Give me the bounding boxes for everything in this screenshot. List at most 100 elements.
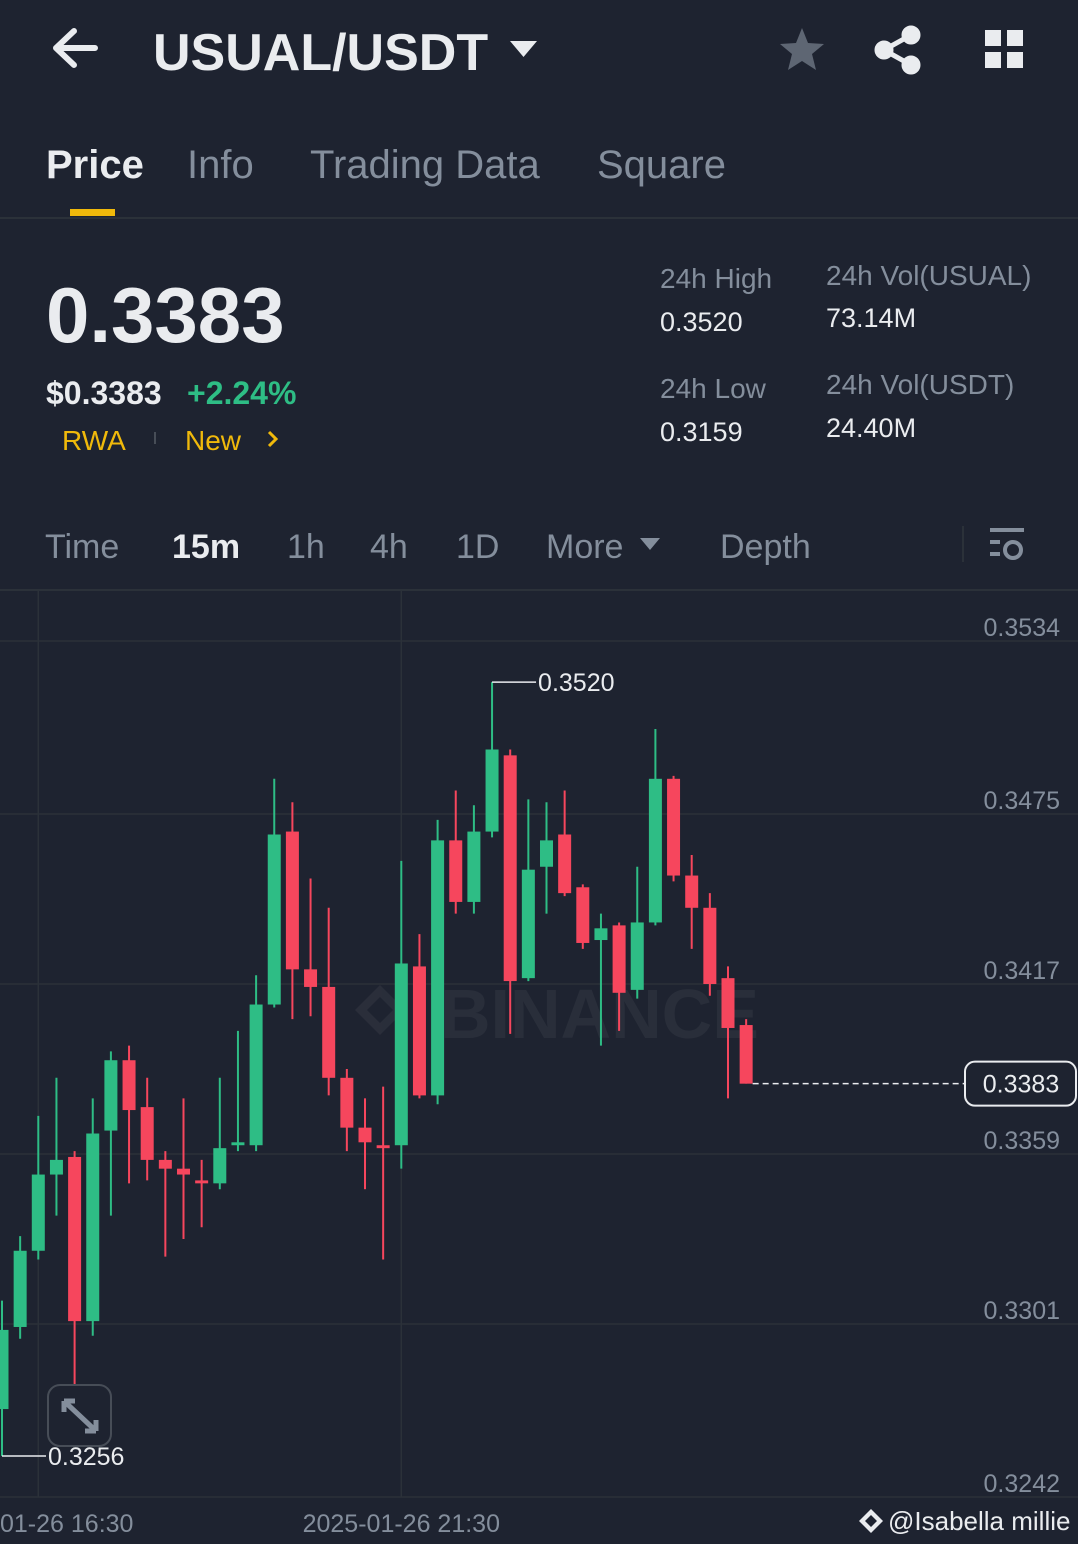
price-change: +2.24% [187,375,296,411]
watermark-text: BINANCE [440,975,759,1053]
candle-body [540,840,553,867]
last-price-box [964,1060,1077,1107]
interval[interactable]: 1h [287,528,325,566]
extreme-marker-label: 0.3256 [48,1443,124,1471]
interval[interactable]: 15m [172,528,240,566]
candle-body [304,969,318,987]
y-tick-label: 0.3417 [984,957,1060,985]
candle-body [49,1159,63,1175]
candle-body [231,1142,245,1146]
share-icon[interactable] [874,25,921,75]
price-usd: $0.3383 [46,375,162,411]
chart-settings-icon[interactable] [990,528,1024,560]
pair-title[interactable]: USUAL/USDT [153,24,488,82]
candle-body [68,1156,82,1322]
stat-label: 24h Vol(USDT) [826,369,1014,400]
chart: BINANCE 0.3520 0.3256 0.3383 [0,591,1078,1498]
interval[interactable]: 4h [370,528,408,566]
tab[interactable]: Trading Data [310,143,541,187]
tab[interactable]: Square [597,143,726,187]
tag-chevron [267,430,279,448]
interval[interactable]: 1D [456,528,499,566]
candle-body [467,831,481,902]
candle-body [648,778,662,923]
stat-value: 0.3159 [660,417,743,447]
stat-label: 24h Vol(USUAL) [826,260,1031,291]
tab[interactable]: Info [187,143,254,187]
y-tick-label: 0.3475 [984,787,1060,815]
candle-body [449,840,463,902]
tag[interactable]: RWA [62,425,126,456]
candle-body [667,778,681,876]
candle-body [612,925,626,993]
favorite-icon[interactable] [780,28,824,70]
candle-body [685,875,699,908]
tab[interactable]: Price [46,143,144,187]
interval[interactable]: More [546,528,623,566]
tag[interactable]: New [185,425,242,456]
y-tick-label: 0.3301 [984,1297,1060,1325]
expand-button[interactable] [47,1384,112,1447]
candle-body [267,834,281,1005]
candle-body [86,1133,100,1322]
candle-body [358,1127,372,1143]
stat-label: 24h High [660,263,772,294]
layout-icon[interactable] [985,30,1023,68]
interval[interactable]: Depth [720,528,811,566]
candle-body [394,963,408,1146]
candle-body [340,1077,354,1128]
candle-body [322,986,336,1078]
stat-value: 24.40M [826,413,916,443]
candle-body [195,1180,209,1184]
candle-body [521,869,535,979]
candle-body [158,1159,172,1169]
watermark: BINANCE [355,975,759,1053]
stat-value: 0.3520 [660,307,743,337]
divider [0,589,1078,591]
extreme-marker-label: 0.3520 [538,669,614,697]
pair-dropdown[interactable] [510,41,537,57]
x-tick-label: 2025-01-26 21:30 [303,1510,500,1538]
candle-body [376,1145,390,1149]
candle-body [594,928,608,941]
candle-body [31,1174,45,1251]
candle-body [630,922,644,990]
candle-body [0,1329,9,1410]
candle-body [576,887,590,943]
interval[interactable]: Time [45,528,119,566]
candle-body [739,1025,753,1084]
stat-value: 73.14M [826,303,916,333]
candle-body [558,834,572,894]
candle-body [431,840,445,1096]
credit-text: @Isabella millie [888,1506,1070,1536]
y-tick-label: 0.3242 [984,1470,1060,1498]
candle-body [703,907,717,985]
candle-body [213,1148,227,1184]
candle-body [721,978,735,1028]
stat-label: 24h Low [660,373,767,404]
tag-separator [154,432,156,444]
candle-body [285,831,299,970]
tab-indicator [70,209,115,216]
x-tick-label: 01-26 16:30 [0,1510,133,1538]
candle-body [412,966,426,1096]
candle-body [140,1107,154,1160]
divider [962,526,964,562]
candle-body [13,1250,27,1327]
credit: @Isabella millie [859,1506,1070,1536]
candle-body [177,1168,190,1175]
back-button[interactable] [53,28,98,68]
y-tick-label: 0.3359 [984,1127,1060,1155]
divider [0,217,1078,219]
candle-body [503,755,517,982]
more-caret[interactable] [640,538,660,550]
candle-body [249,1004,263,1146]
candle-body [104,1060,118,1131]
candle-body [485,749,499,832]
candle-body [122,1060,136,1111]
y-tick-label: 0.3534 [984,614,1061,642]
last-price: 0.3383 [46,271,285,359]
last-price-label: 0.3383 [983,1071,1059,1099]
